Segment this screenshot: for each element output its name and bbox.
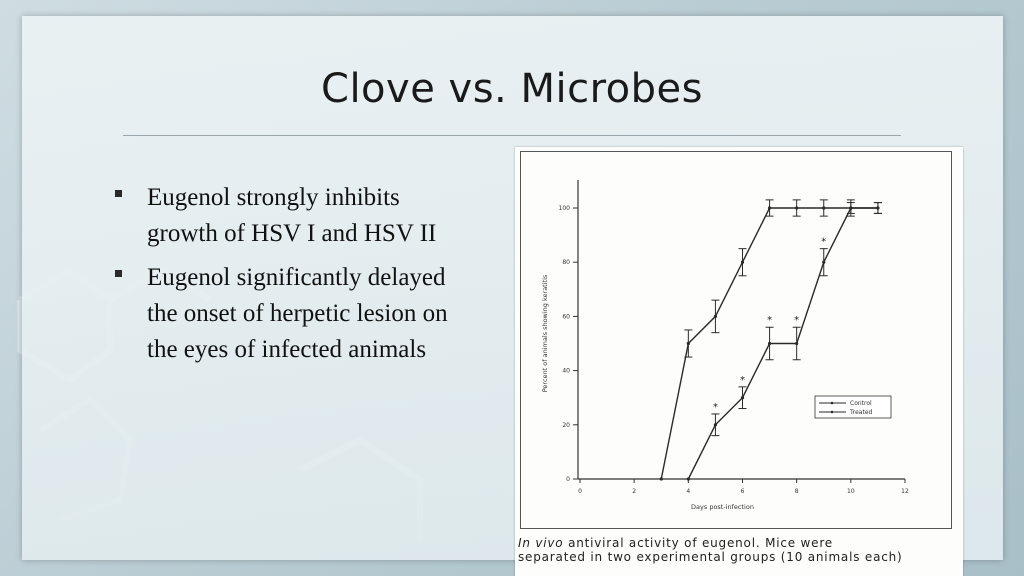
x-tick-label: 10: [847, 488, 855, 495]
figure-caption: In vivo antiviral activity of eugenol. M…: [518, 536, 958, 564]
x-tick-label: 0: [578, 488, 582, 495]
square-bullet-icon: [115, 270, 122, 277]
x-tick-label: 8: [795, 488, 799, 495]
chart-frame: [520, 151, 952, 529]
x-tick-label: 6: [741, 488, 745, 495]
y-tick-label: 100: [559, 205, 571, 212]
figure-panel: [515, 147, 963, 576]
significance-marker: *: [713, 402, 718, 413]
x-tick-label: 4: [686, 488, 690, 495]
legend-label: Treated: [849, 409, 873, 416]
x-tick-label: 2: [632, 488, 636, 495]
x-axis-label: Days post-infection: [691, 503, 754, 511]
significance-marker: *: [767, 315, 772, 326]
legend-marker: [830, 410, 834, 414]
bullet-text: Eugenol strongly inhibits growth of HSV …: [147, 184, 437, 247]
y-tick-label: 0: [566, 476, 570, 483]
bullet-text: Eugenol significantly delayed the onset …: [147, 264, 448, 363]
caption-italic: In vivo: [518, 536, 564, 550]
series-line-treated: [687, 207, 878, 480]
significance-marker: *: [794, 315, 799, 326]
legend-label: Control: [850, 400, 872, 407]
significance-marker: *: [740, 375, 745, 386]
square-bullet-icon: [115, 190, 122, 197]
caption-line1: antiviral activity of eugenol. Mice were: [563, 536, 833, 550]
y-tick-label: 60: [562, 313, 570, 320]
data-point-treated: [686, 477, 690, 481]
data-point-control: [659, 477, 663, 481]
x-tick-label: 12: [901, 488, 909, 495]
slide-title: Clove vs. Microbes: [321, 66, 703, 112]
caption-line2: separated in two experimental groups (10…: [518, 550, 903, 564]
bullet-item: Eugenol strongly inhibits growth of HSV …: [113, 180, 473, 252]
y-tick-label: 80: [562, 259, 570, 266]
bullet-list: Eugenol strongly inhibits growth of HSV …: [113, 180, 473, 376]
legend-marker: [830, 401, 834, 405]
y-tick-label: 20: [562, 422, 570, 429]
y-axis-label: Percent of animals showing keratitis: [541, 274, 549, 392]
y-tick-label: 40: [562, 368, 570, 375]
significance-marker: *: [821, 237, 826, 248]
title-divider: [123, 135, 901, 136]
bullet-item: Eugenol significantly delayed the onset …: [113, 260, 473, 368]
